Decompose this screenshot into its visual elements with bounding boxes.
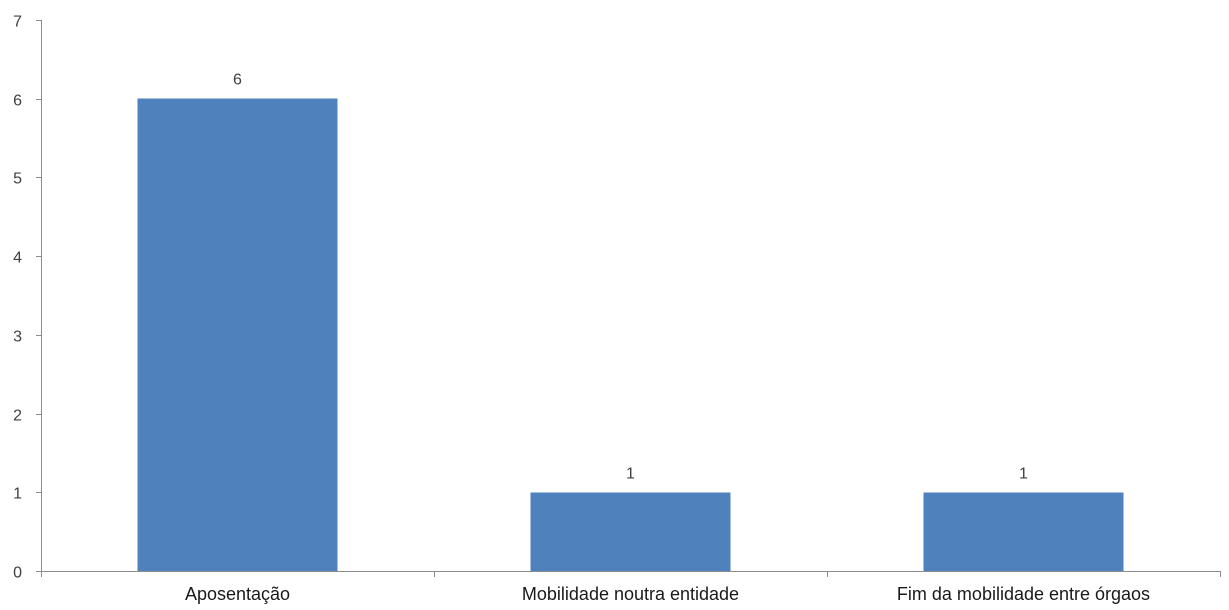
x-tick-label: Aposentação bbox=[185, 584, 290, 604]
x-tick-label: Mobilidade noutra entidade bbox=[522, 584, 739, 604]
data-label: 6 bbox=[233, 72, 242, 89]
y-tick-label: 2 bbox=[13, 408, 22, 425]
y-tick-label: 3 bbox=[13, 329, 22, 346]
y-tick-label: 4 bbox=[13, 250, 22, 267]
x-tick-label: Fim da mobilidade entre órgaos bbox=[897, 584, 1150, 604]
y-tick-label: 5 bbox=[13, 171, 22, 188]
y-tick-label: 6 bbox=[13, 93, 22, 110]
bar bbox=[923, 492, 1124, 571]
y-tick-label: 1 bbox=[13, 486, 22, 503]
bars bbox=[137, 98, 1124, 571]
x-axis: Aposentação Mobilidade noutra entidade Fim… bbox=[41, 571, 1221, 604]
data-labels: 6 1 1 bbox=[233, 72, 1028, 483]
y-axis: 0 1 2 3 4 5 6 7 bbox=[13, 14, 42, 582]
bar bbox=[137, 98, 338, 571]
data-label: 1 bbox=[1019, 465, 1028, 482]
y-tick-label: 7 bbox=[13, 14, 22, 31]
y-tick-label: 0 bbox=[13, 565, 22, 582]
data-label: 1 bbox=[626, 465, 635, 482]
bar bbox=[530, 492, 731, 571]
